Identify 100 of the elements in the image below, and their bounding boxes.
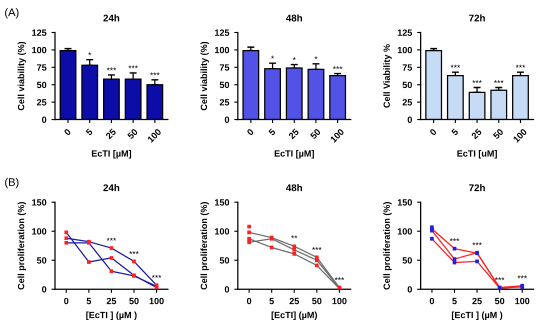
annotation: ***	[494, 277, 504, 280]
annotation: *	[271, 56, 274, 59]
x-tick-label: 50	[129, 298, 139, 304]
y-tick-label: 0	[224, 116, 230, 123]
y-tick-label: 75	[402, 64, 412, 71]
y-tick-label: 125	[214, 29, 230, 36]
y-tick-label: 50	[36, 257, 46, 264]
x-tick-label: 100	[150, 298, 164, 304]
x-tick-label: 0	[430, 298, 434, 304]
annotation: ***	[152, 274, 162, 278]
x-tick-label: 100	[512, 128, 528, 143]
x-tick-label: 25	[288, 128, 300, 140]
x-axis-title: EcTI [µM]	[92, 150, 132, 158]
x-tick-label: 25	[470, 128, 482, 140]
y-tick-label: 0	[224, 286, 230, 293]
x-tick-label: 100	[147, 128, 162, 143]
y-tick-label: 100	[398, 46, 412, 54]
text: (A)	[5, 8, 19, 18]
y-tick-label: 100	[32, 46, 46, 54]
y-tick-label: 100	[32, 228, 46, 235]
annotation: ***	[516, 64, 526, 68]
x-axis-title: [EcTI ] (µM )	[452, 312, 502, 320]
annotation: ***	[494, 80, 504, 83]
y-tick-label: 100	[398, 228, 412, 235]
x-tick-label: 50	[312, 298, 322, 304]
annotation: ***	[312, 246, 322, 250]
annotation: ***	[450, 238, 460, 242]
x-tick-label: 0	[246, 128, 254, 136]
x-tick-label: 0	[429, 128, 437, 136]
x-tick-label: 5	[85, 128, 94, 136]
annotation: ***	[129, 251, 139, 254]
x-tick-label: 50	[494, 298, 504, 304]
x-tick-label: 25	[105, 128, 117, 140]
y-tick-label: 50	[220, 82, 230, 88]
y-axis-title: Cell viability (%)	[18, 42, 26, 110]
annotation: ***	[517, 275, 527, 278]
annotation: ***	[128, 65, 138, 68]
y-tick-label: 125	[398, 29, 412, 36]
y-tick-label: 50	[36, 82, 46, 88]
y-axis-title: Cell proliferation (%)	[18, 202, 26, 290]
x-tick-label: 25	[290, 298, 300, 304]
annotation: ***	[472, 242, 482, 246]
annotation: *	[314, 56, 318, 60]
x-axis-title: EcTI [µM]	[274, 150, 314, 158]
chart-title: 48h	[286, 184, 302, 192]
x-tick-label: 5	[451, 128, 459, 136]
annotation: ***	[332, 66, 342, 70]
annotation: **	[291, 235, 298, 238]
y-tick-label: 0	[42, 116, 46, 123]
x-tick-label: 5	[452, 298, 457, 304]
text: (B)	[5, 178, 19, 188]
x-tick-label: 5	[86, 298, 92, 304]
y-tick-label: 125	[32, 29, 46, 36]
chart-title: 72h	[469, 184, 485, 192]
y-tick-label: 25	[402, 99, 412, 106]
chart-title: 48h	[286, 14, 302, 22]
y-axis-title: Cell proliferation (%)	[383, 202, 392, 290]
y-tick-label: 50	[402, 82, 412, 88]
y-tick-label: 150	[398, 199, 412, 206]
y-axis-title: Cell Viability %	[383, 44, 392, 108]
x-tick-label: 0	[64, 298, 68, 304]
annotation: ***	[106, 68, 116, 70]
annotation: ***	[472, 80, 482, 83]
y-tick-label: 100	[214, 46, 230, 54]
x-axis-title: [EcTI ] (µM )	[86, 312, 137, 320]
x-tick-label: 5	[269, 298, 274, 304]
x-tick-label: 100	[330, 128, 344, 143]
annotation: ***	[450, 64, 460, 68]
y-tick-label: 0	[408, 286, 412, 293]
chart-title: 72h	[469, 14, 485, 22]
y-tick-label: 0	[408, 116, 412, 123]
x-tick-label: 25	[106, 298, 116, 304]
x-axis-title: EcTI [uM]	[457, 150, 497, 158]
y-tick-label: 50	[402, 257, 412, 264]
x-tick-label: 50	[126, 128, 138, 140]
annotation: ***	[150, 72, 160, 76]
x-tick-label: 50	[492, 128, 504, 140]
x-axis-title: [EcTI] (µM)	[272, 312, 317, 320]
annotation: ***	[334, 277, 344, 280]
x-tick-label: 5	[268, 128, 276, 136]
y-tick-label: 50	[220, 257, 230, 264]
x-tick-label: 100	[515, 298, 530, 304]
x-tick-label: 0	[246, 298, 252, 304]
x-tick-label: 0	[64, 128, 72, 136]
y-tick-label: 25	[220, 99, 230, 106]
annotation: *	[88, 52, 92, 56]
y-axis-title: Cell viability (%)	[200, 42, 209, 110]
x-tick-label: 50	[310, 128, 321, 140]
y-tick-label: 25	[36, 99, 46, 106]
y-tick-label: 150	[214, 199, 230, 206]
x-tick-label: 25	[472, 298, 482, 304]
y-tick-label: 75	[220, 64, 230, 71]
x-tick-label: 100	[332, 298, 347, 304]
annotation: ***	[106, 238, 116, 241]
annotation: *	[292, 57, 296, 60]
y-tick-label: 100	[214, 228, 230, 235]
chart-title: 24h	[103, 14, 120, 22]
chart-title: 24h	[103, 184, 120, 192]
y-axis-title: Cell proliferation (%)	[200, 202, 209, 290]
y-tick-label: 0	[42, 286, 46, 293]
